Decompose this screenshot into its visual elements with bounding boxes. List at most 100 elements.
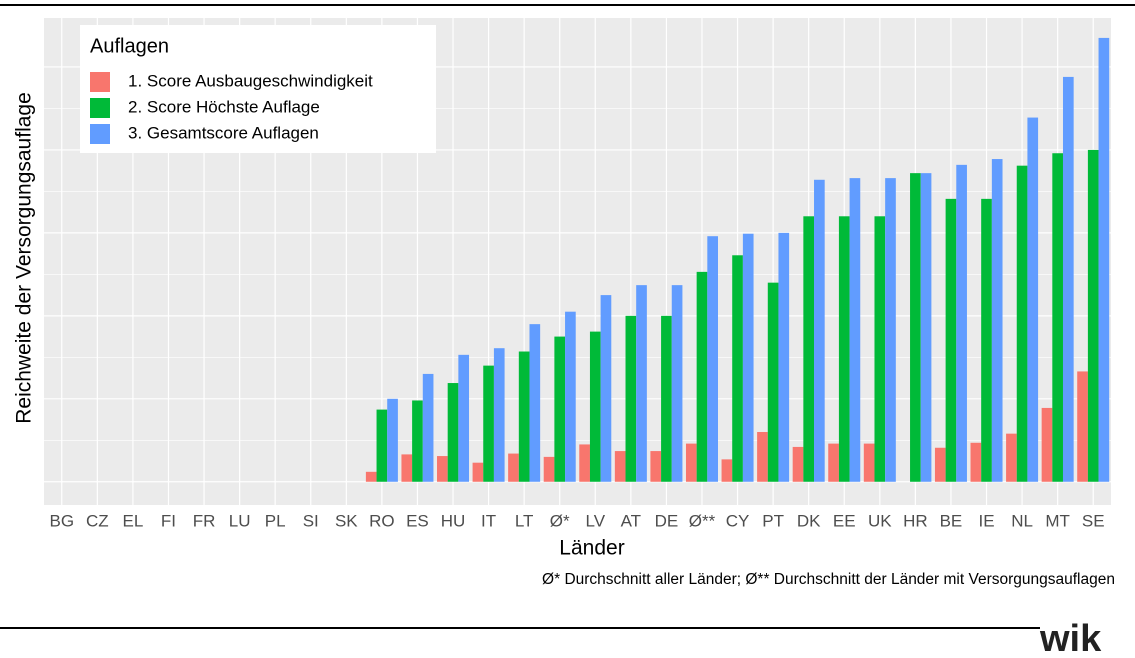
bar [1041,407,1053,482]
y-axis-label: Reichweite der Versorgungsauflage [13,92,36,424]
bar [732,255,743,482]
bar [518,351,530,482]
x-tick-label: CY [726,511,750,530]
bar [493,348,505,482]
x-tick-label: Ø* [550,511,570,530]
bar [956,164,967,482]
bar [447,383,459,482]
legend-label: 2. Score Höchste Auflage [128,97,320,116]
x-tick-label: PL [265,511,286,530]
bar [920,173,932,482]
x-tick-label: HR [903,511,928,530]
x-tick-label: NL [1011,511,1033,530]
bar [565,311,576,482]
x-tick-label: DK [797,511,821,530]
bar [437,456,448,482]
bar [600,295,612,482]
bar [696,271,708,482]
legend: Auflagen 1. Score Ausbaugeschwindigkeit 2.… [80,25,436,153]
bar [650,451,662,482]
x-tick-label: EL [123,511,144,530]
bar [529,324,541,482]
x-tick-label: SE [1082,511,1105,530]
bar [981,198,992,482]
x-tick-label: LU [229,511,251,530]
bar [849,178,861,482]
x-tick-label: LV [586,511,606,530]
bar [1077,371,1088,482]
bar [472,462,484,482]
bar [970,442,982,482]
legend-box [80,25,436,153]
bar [589,331,601,482]
x-tick-label: HU [441,511,466,530]
bar [1062,76,1074,482]
legend-label: 3. Gesamtscore Auflagen [128,123,319,142]
x-tick-label: FI [161,511,176,530]
x-tick-label: UK [868,511,892,530]
x-tick-label: CZ [86,511,109,530]
bar [554,336,566,482]
bar [376,409,388,482]
x-tick-label: BG [50,511,75,530]
bar [508,453,519,482]
bar [458,354,470,482]
x-tick-label: IE [978,511,994,530]
legend-label: 1. Score Ausbaugeschwindigkeit [128,71,373,90]
x-tick-label: AT [621,511,641,530]
legend-title: Auflagen [90,35,169,57]
x-tick-label: EE [833,511,856,530]
legend-key [90,124,110,144]
bar [685,443,697,482]
bar [1052,153,1063,482]
x-tick-label: LT [515,511,534,530]
bar [828,443,839,482]
bar [838,216,850,482]
x-tick-label: PT [762,511,784,530]
bar [874,216,886,482]
x-tick-label: SK [335,511,358,530]
bar [945,198,957,482]
bar [778,232,790,482]
bar [543,456,555,482]
x-tick-label: ES [406,511,429,530]
bar [792,446,804,482]
bar [365,471,377,482]
x-tick-label: Ø** [689,511,716,530]
bar [814,179,825,482]
x-tick-label: DE [655,511,679,530]
bar [742,233,754,482]
bar [1087,149,1099,482]
x-tick-label: FR [193,511,216,530]
bar [422,373,434,482]
bar [1006,433,1017,482]
bar [671,285,683,482]
legend-key [90,98,110,118]
bar [767,282,779,482]
x-tick-label: MT [1045,511,1070,530]
x-tick-label: BE [940,511,963,530]
bar [885,178,896,482]
bar [661,315,672,482]
bar [625,315,637,482]
bar [910,173,921,482]
bar [636,285,647,482]
x-tick-label: RO [369,511,395,530]
bar [707,236,718,482]
footnote: Ø* Durchschnitt aller Länder; Ø** Durchs… [542,571,1115,588]
bar [412,400,423,482]
x-tick-label: SI [303,511,319,530]
bar [1098,37,1110,482]
bar [1016,165,1028,482]
logo: wik [1039,618,1102,658]
bar [1027,117,1039,482]
x-axis-label: Länder [559,537,624,560]
legend-key [90,72,110,92]
bar [401,454,413,482]
bar [483,365,494,482]
bar [991,159,1003,482]
x-tick-label: IT [481,511,496,530]
bar [757,431,768,482]
bar [803,216,815,482]
